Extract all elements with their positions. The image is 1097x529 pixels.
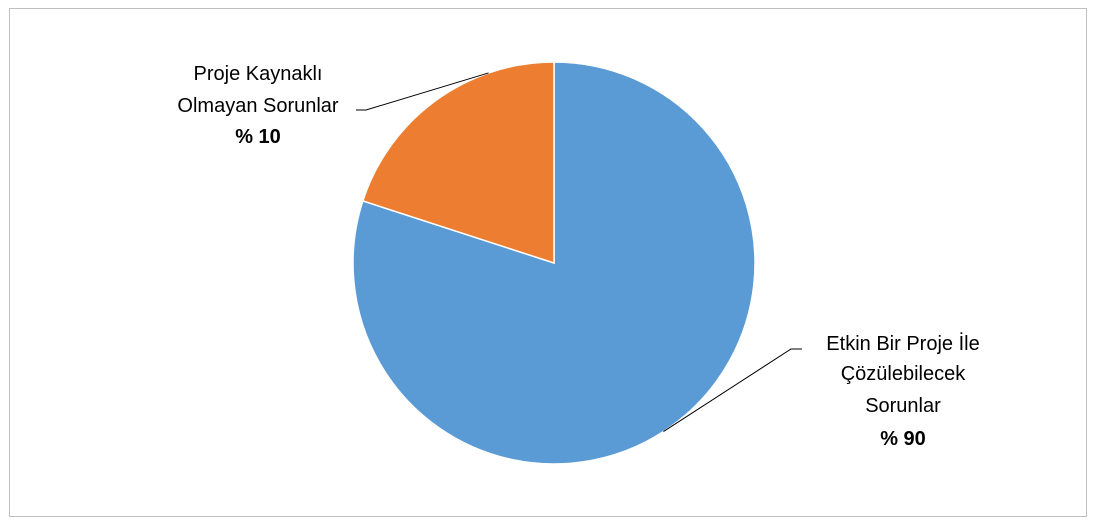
slice-label-line: Etkin Bir Proje İle (826, 332, 979, 355)
slice-percent-label: % 10 (235, 126, 281, 148)
slice-percent-label: % 90 (880, 428, 926, 450)
pie-slices (353, 62, 755, 464)
slice-label-line: Çözülebilecek (841, 363, 967, 385)
slice-label-line: Proje Kaynaklı (194, 63, 323, 85)
slice-label-line: Sorunlar (865, 395, 941, 417)
slice-label-line: Olmayan Sorunlar (177, 95, 339, 117)
